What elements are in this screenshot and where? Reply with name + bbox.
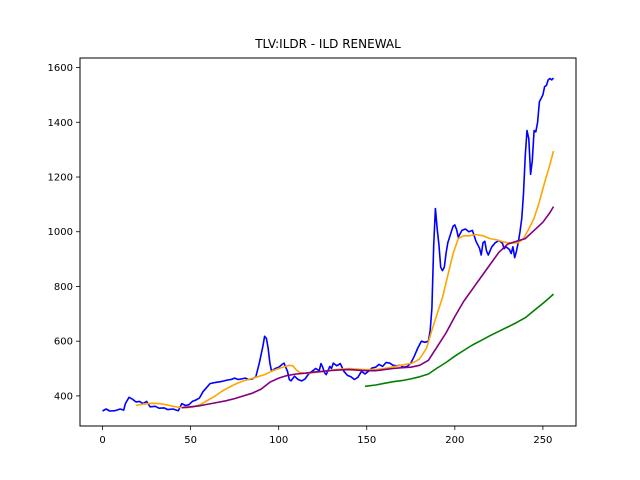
x-tick-label: 50 xyxy=(184,435,197,446)
series-line-1 xyxy=(135,150,555,409)
series-line-2 xyxy=(181,206,555,409)
y-tick-label: 1000 xyxy=(48,227,73,238)
x-tick-label: 100 xyxy=(269,435,288,446)
x-tick-label: 150 xyxy=(357,435,376,446)
y-axis: 400 600 800 1000 1200 1400 1600 xyxy=(48,63,80,402)
x-tick-label: 250 xyxy=(533,435,552,446)
y-tick-label: 400 xyxy=(54,391,73,402)
y-tick-label: 800 xyxy=(54,282,73,293)
y-tick-label: 600 xyxy=(54,337,73,348)
y-tick-label: 1200 xyxy=(48,173,73,184)
x-tick-label: 200 xyxy=(445,435,464,446)
chart-title: TLV:ILDR - ILD RENEWAL xyxy=(254,37,401,51)
y-tick-label: 1600 xyxy=(48,63,73,74)
x-tick-label: 0 xyxy=(99,435,105,446)
x-axis: 0 50 100 150 200 250 xyxy=(99,426,552,446)
plot-frame xyxy=(79,57,577,427)
series-line-3 xyxy=(364,293,555,388)
y-tick-label: 1400 xyxy=(48,118,73,129)
plot-lines xyxy=(102,77,555,412)
